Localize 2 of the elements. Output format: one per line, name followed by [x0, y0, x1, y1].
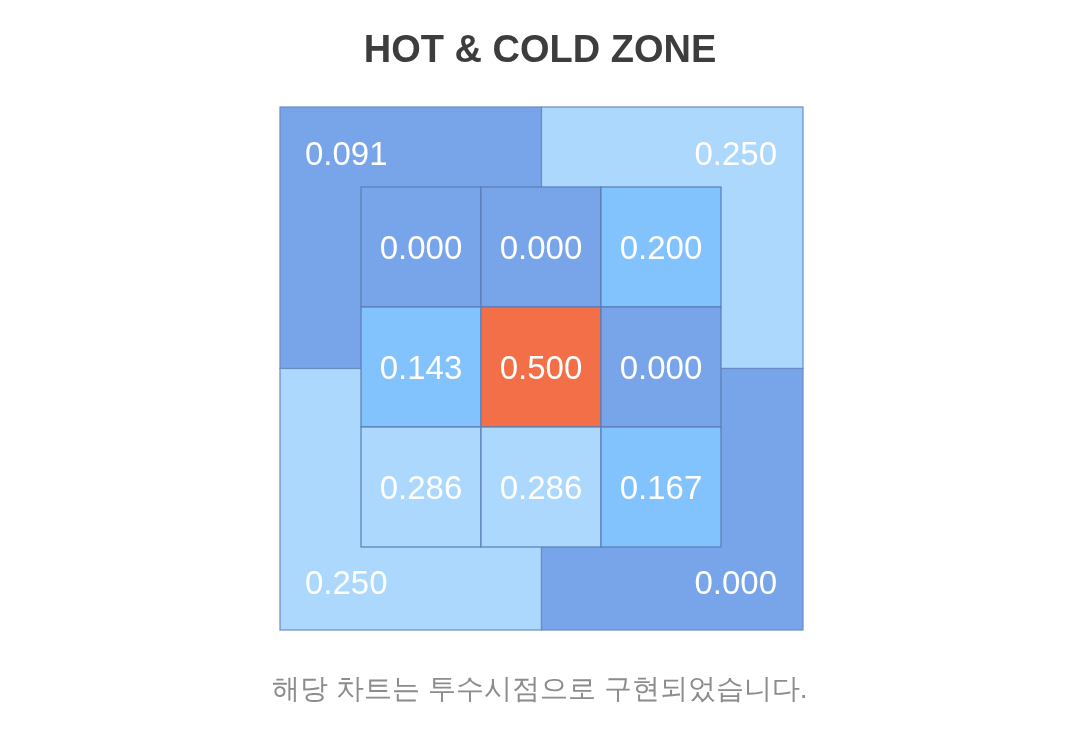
annotation: 해당 차트는 투수시점으로 구현되었습니다. — [272, 673, 808, 704]
title: HOT & COLD ZONE — [363, 28, 717, 70]
